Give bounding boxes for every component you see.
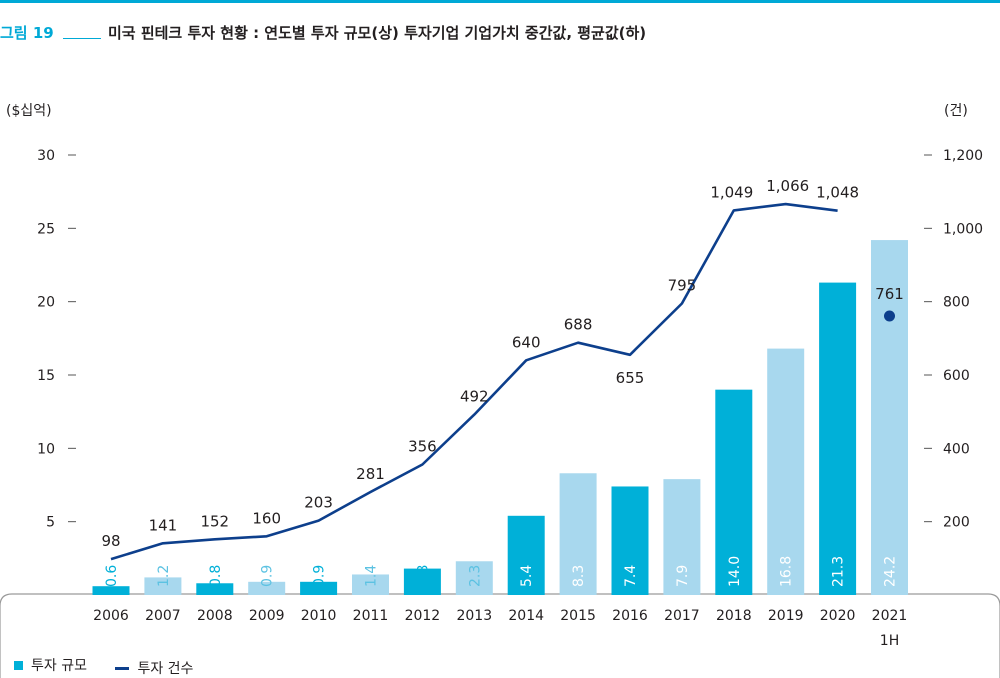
figure-label: 그림 19: [0, 24, 54, 42]
count-value-label: 203: [304, 494, 333, 512]
left-tick-label: 20: [37, 295, 55, 311]
count-value-label: 688: [564, 316, 593, 334]
right-tick-label: 1,000: [943, 221, 983, 237]
bar: [767, 348, 805, 595]
bar-value-label: 2.3: [467, 565, 483, 587]
x-tick-label: 2017: [664, 608, 700, 624]
x-tick-label: 2021: [872, 608, 908, 624]
count-value-label: 152: [200, 512, 229, 530]
right-tick-label: 600: [943, 368, 970, 384]
bar: [300, 581, 338, 595]
count-value-label: 761: [875, 285, 904, 303]
baseline-frame: [0, 593, 1000, 678]
right-tick-label: 200: [943, 515, 970, 531]
x-tick-label: 2006: [93, 608, 129, 624]
top-accent-rule: [0, 0, 1000, 3]
x-tick-label: 2020: [820, 608, 856, 624]
bar-value-label: 0.8: [208, 565, 224, 587]
right-tick-label: 400: [943, 441, 970, 457]
bar-value-label: 24.2: [883, 556, 899, 587]
count-value-label: 160: [252, 509, 281, 527]
x-tick-label: 1H: [880, 633, 899, 649]
count-value-label: 1,049: [710, 183, 753, 201]
count-value-label: 640: [512, 333, 541, 351]
count-point-marker: [884, 310, 895, 322]
right-tick-label: 800: [943, 295, 970, 311]
bar-value-label: 7.4: [623, 565, 639, 587]
bar: [92, 586, 130, 595]
x-tick-label: 2011: [353, 608, 389, 624]
count-value-label: 655: [616, 369, 645, 387]
bar-value-label: 0.9: [260, 565, 276, 587]
legend-label-size: 투자 규모: [31, 658, 87, 674]
left-tick-label: 25: [37, 221, 55, 237]
bar-value-label: 14.0: [727, 556, 743, 587]
x-tick-label: 2019: [768, 608, 804, 624]
bar: [455, 561, 493, 595]
right-axis-unit: (건): [944, 103, 968, 119]
bar-value-label: 0.9: [312, 565, 328, 587]
x-tick-label: 2010: [301, 608, 337, 624]
bar-value-label: 1.4: [364, 565, 380, 587]
bar-value-label: 16.8: [779, 556, 795, 587]
bar-value-label: 5.4: [519, 565, 535, 587]
count-value-label: 356: [408, 437, 437, 455]
bar: [819, 282, 857, 595]
bar-value-label: 0.6: [104, 565, 120, 587]
bar-value-label: 8.3: [571, 565, 587, 587]
bar: [559, 473, 597, 595]
count-value-label: 1,066: [766, 177, 809, 195]
x-tick-label: 2007: [145, 608, 181, 624]
x-tick-label: 2018: [716, 608, 752, 624]
left-tick-label: 30: [37, 148, 55, 164]
x-tick-label: 2008: [197, 608, 233, 624]
count-value-label: 141: [149, 516, 178, 534]
bar-value-label: 1.8: [415, 565, 431, 587]
bar: [871, 240, 908, 596]
count-value-label: 1,048: [816, 184, 859, 202]
bar-value-label: 21.3: [831, 556, 847, 587]
bar: [352, 574, 389, 595]
bar-value-label: 7.9: [675, 565, 691, 587]
right-tick-label: 1,200: [943, 148, 983, 164]
legend-item-size: 투자 규모: [14, 655, 87, 675]
count-value-label: 98: [101, 532, 120, 550]
x-tick-label: 2015: [560, 608, 596, 624]
bar: [248, 581, 286, 595]
count-value-label: 795: [668, 277, 697, 295]
bar: [663, 479, 701, 595]
bar-value-label: 1.2: [156, 565, 172, 587]
legend: 투자 규모 투자 건수: [14, 655, 217, 678]
x-tick-label: 2013: [456, 608, 492, 624]
bar: [611, 486, 649, 595]
figure-label-rule: [63, 38, 101, 39]
left-tick-label: 10: [37, 441, 55, 457]
legend-bar-swatch: [14, 660, 23, 670]
bar: [196, 583, 234, 595]
legend-item-count: 투자 건수: [115, 658, 193, 678]
legend-label-count: 투자 건수: [137, 661, 194, 677]
count-value-label: 492: [460, 388, 489, 406]
legend-line-swatch: [115, 666, 130, 670]
bar: [144, 577, 182, 595]
bar: [507, 515, 545, 595]
x-tick-label: 2009: [249, 608, 285, 624]
left-tick-label: 5: [46, 515, 55, 531]
count-series-line: [110, 202, 838, 561]
bar: [715, 389, 753, 595]
x-tick-label: 2014: [508, 608, 544, 624]
x-tick-label: 2016: [612, 608, 648, 624]
left-tick-label: 15: [37, 368, 55, 384]
left-axis-unit: ($십억): [6, 103, 52, 119]
x-tick-label: 2012: [405, 608, 441, 624]
bar: [403, 568, 441, 595]
count-value-label: 281: [356, 465, 385, 483]
figure-title: 미국 핀테크 투자 현황 : 연도별 투자 규모(상) 투자기업 기업가치 중간…: [108, 24, 647, 42]
